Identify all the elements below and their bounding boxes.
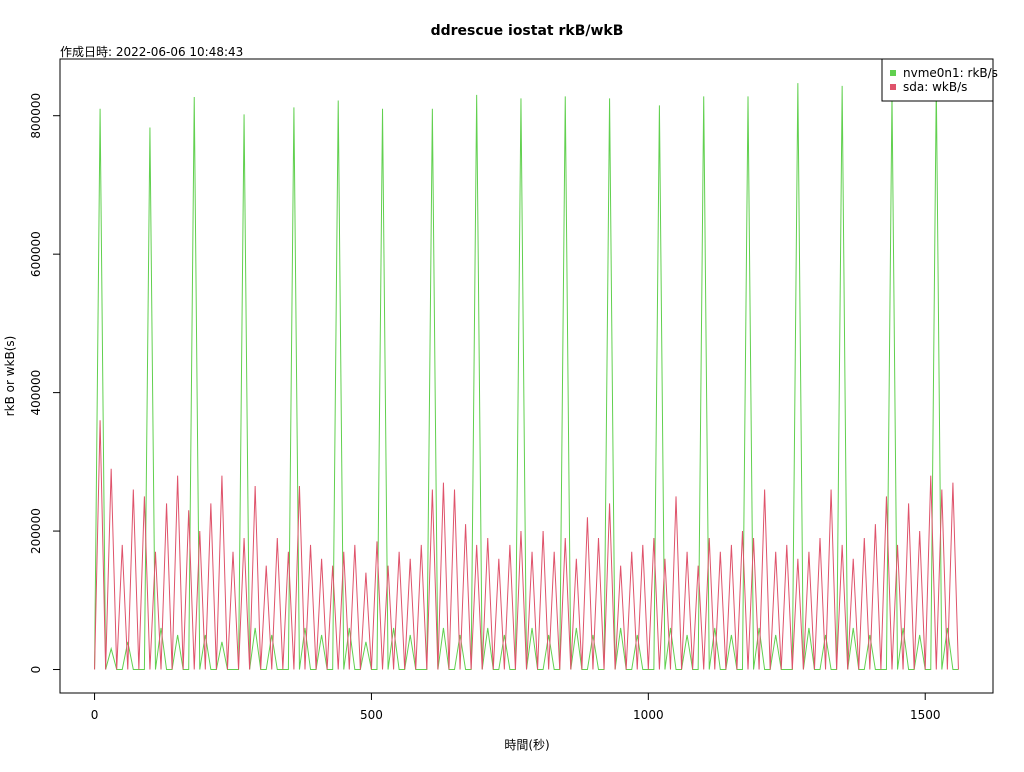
- x-tick-label: 1000: [633, 708, 664, 722]
- x-axis-label: 時間(秒): [504, 738, 549, 752]
- plot-frame: [59, 58, 994, 694]
- y-tick-label: 800000: [29, 93, 43, 139]
- y-tick-label: 400000: [29, 370, 43, 416]
- chart-subtitle: 作成日時: 2022-06-06 10:48:43: [60, 45, 243, 59]
- x-tick-label: 500: [360, 708, 383, 722]
- x-tick-label: 1500: [910, 708, 941, 722]
- y-tick-label: 0: [29, 666, 43, 674]
- legend-label: nvme0n1: rkB/s: [903, 66, 998, 80]
- y-tick-label: 600000: [29, 231, 43, 277]
- legend-swatch: [890, 70, 896, 76]
- legend-box: [881, 58, 994, 102]
- x-tick-label: 0: [91, 708, 99, 722]
- legend-label: sda: wkB/s: [903, 80, 967, 94]
- chart-title: ddrescue iostat rkB/wkB: [431, 23, 624, 39]
- series-line: [94, 420, 959, 670]
- y-axis-label: rkB or wkB(s): [3, 336, 17, 417]
- legend-swatch: [890, 84, 896, 90]
- y-tick-label: 200000: [29, 508, 43, 554]
